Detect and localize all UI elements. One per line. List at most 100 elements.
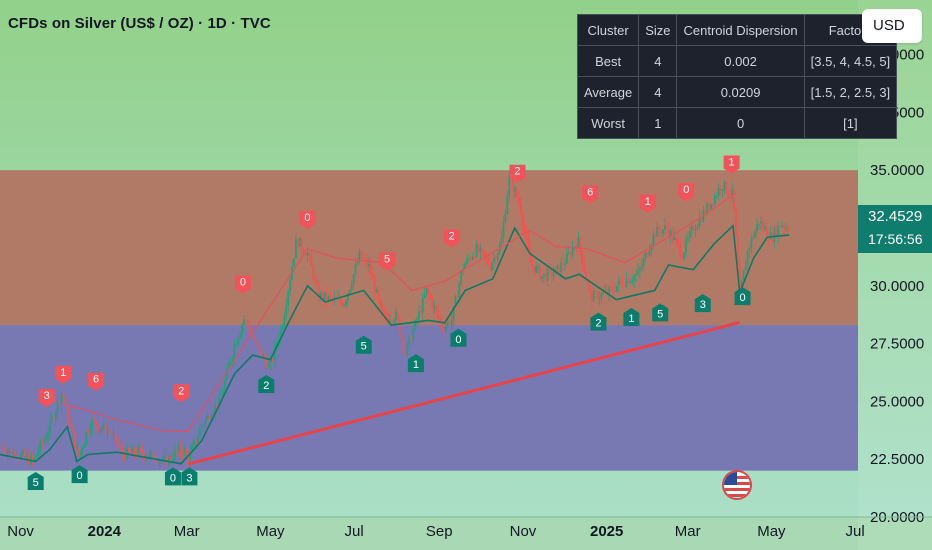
candle-body: [656, 226, 659, 237]
candle-body: [381, 304, 384, 313]
candle-body: [733, 189, 735, 210]
candle-body: [14, 450, 17, 458]
candle-body: [708, 203, 710, 210]
x-tick-label: 2024: [88, 523, 122, 540]
candle-body: [129, 451, 132, 453]
candle-body: [26, 455, 28, 457]
table-cell: [3.5, 4, 4.5, 5]: [803, 45, 898, 77]
candle-body: [375, 289, 378, 293]
candle-body: [594, 290, 597, 292]
candle-body: [243, 319, 245, 325]
candle-body: [273, 345, 276, 361]
bear-signal-marker: [299, 210, 316, 229]
candle-body: [302, 249, 305, 253]
candle-body: [539, 266, 541, 280]
candle-body: [512, 177, 514, 192]
table-cell: [1.5, 2, 2.5, 3]: [803, 76, 898, 108]
candle-body: [596, 291, 599, 300]
candle-body: [214, 405, 217, 415]
bear-signal-marker: [639, 194, 656, 213]
candle-body: [124, 454, 126, 460]
candle-body: [235, 343, 238, 345]
candle-body: [400, 334, 403, 341]
candle-body: [60, 393, 63, 404]
candle-body: [204, 418, 207, 425]
candle-body: [35, 454, 38, 457]
candle-body: [64, 398, 67, 405]
table-row: Best 4 0.002 [3.5, 4, 4.5, 5]: [576, 45, 898, 77]
candle-body: [633, 275, 636, 281]
candle-body: [70, 423, 73, 426]
candle-body: [777, 225, 780, 236]
candle-body: [343, 304, 345, 306]
candle-body: [116, 434, 119, 445]
x-tick-label: Nov: [510, 523, 537, 540]
candle-body: [637, 270, 639, 275]
candle-body: [104, 423, 107, 434]
candle-body: [260, 349, 263, 358]
candle-body: [406, 343, 409, 356]
candle-body: [37, 451, 40, 455]
candle-body: [183, 450, 186, 457]
bear-marker-label: 1: [729, 156, 735, 168]
candle-body: [300, 237, 303, 250]
candle-body: [110, 431, 113, 436]
upper-zone: [0, 170, 858, 326]
bull-marker-label: 0: [77, 470, 83, 482]
candle-body: [669, 230, 672, 237]
candle-body: [225, 368, 228, 380]
candle-body: [202, 424, 205, 426]
currency-button[interactable]: USD: [862, 9, 922, 43]
candle-body: [262, 354, 265, 358]
candle-body: [99, 428, 101, 431]
candle-body: [644, 252, 647, 259]
candle-body: [589, 284, 591, 293]
table-cell: [1]: [803, 107, 898, 139]
candle-body: [439, 317, 441, 322]
candle-body: [617, 280, 620, 287]
candle-body: [441, 321, 443, 330]
bull-marker-label: 3: [700, 299, 706, 311]
candle-body: [773, 227, 776, 242]
candle-body: [20, 453, 23, 458]
candle-body: [564, 263, 566, 266]
candle-body: [114, 434, 117, 436]
candle-body: [660, 231, 662, 234]
candle-body: [316, 279, 318, 285]
candle-body: [106, 430, 109, 434]
candle-body: [229, 362, 232, 365]
candle-body: [189, 451, 192, 461]
candle-body: [4, 451, 7, 455]
candle-body: [623, 285, 626, 287]
candle-body: [731, 189, 734, 196]
candle-body: [781, 225, 784, 227]
candle-body: [627, 279, 630, 284]
candle-body: [310, 255, 313, 267]
candle-body: [295, 238, 297, 259]
y-tick-label: 27.5000: [870, 336, 924, 353]
candle-body: [156, 462, 159, 464]
candle-body: [293, 258, 295, 267]
candle-body: [377, 289, 380, 299]
candle-body: [585, 272, 588, 281]
candle-body: [523, 225, 526, 232]
bear-signal-marker: [723, 155, 740, 174]
candle-body: [410, 336, 413, 342]
bear-signal-marker: [55, 365, 72, 384]
candle-body: [598, 297, 601, 300]
candle-body: [639, 268, 641, 271]
candle-body: [306, 252, 309, 256]
us-flag-icon[interactable]: [722, 470, 752, 500]
candle-body: [658, 226, 661, 232]
candle-body: [646, 252, 649, 256]
candle-body: [318, 284, 320, 299]
column-header: Size: [638, 14, 678, 46]
candle-body: [87, 432, 90, 434]
candle-body: [43, 439, 46, 443]
candle-body: [158, 460, 161, 464]
candle-body: [237, 338, 240, 344]
candle-body: [145, 457, 147, 460]
candle-body: [427, 288, 430, 294]
candle-body: [387, 317, 390, 322]
x-tick-label: May: [757, 523, 786, 540]
